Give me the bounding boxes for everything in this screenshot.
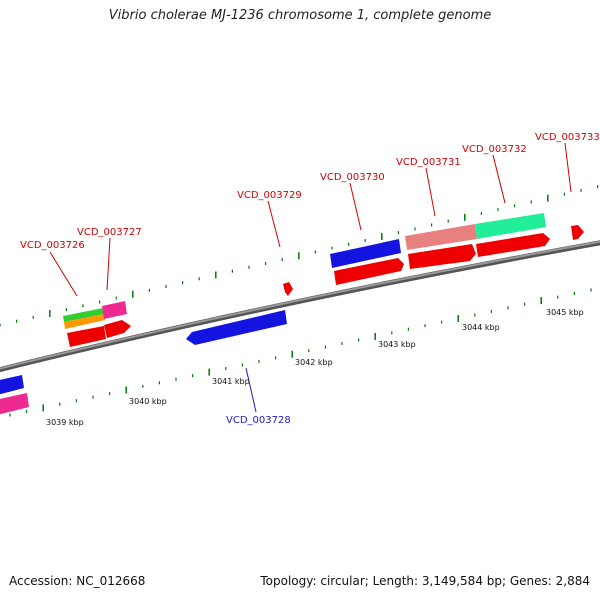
scale-label-3044: 3044 kbp	[462, 323, 500, 332]
scale-label-3045: 3045 kbp	[546, 308, 584, 317]
gene-feature-pink-left[interactable]	[0, 393, 29, 415]
gene-feature-orange[interactable]	[64, 314, 105, 329]
reverse-strand-ticks	[9, 288, 592, 417]
scale-label-3039: 3039 kbp	[46, 418, 84, 427]
gene-feature-mint[interactable]	[475, 213, 546, 239]
gene-feature-red-small-a[interactable]	[283, 282, 293, 296]
gene-feature-pink-a[interactable]	[102, 301, 127, 319]
genome-stats-text: Topology: circular; Length: 3,149,584 bp…	[260, 574, 590, 588]
accession-text: Accession: NC_012668	[9, 574, 146, 588]
gene-feature-red-a[interactable]	[67, 326, 106, 347]
genome-backbone	[0, 240, 600, 373]
scale-label-3041: 3041 kbp	[212, 377, 250, 386]
gene-label-vcd-003730[interactable]: VCD_003730	[320, 172, 385, 183]
scale-label-3043: 3043 kbp	[378, 340, 416, 349]
gene-feature-blue-left[interactable]	[0, 375, 24, 395]
gene-feature-red-003731[interactable]	[408, 244, 476, 269]
gene-labels: VCD_003726 VCD_003727 VCD_003728 VCD_003…	[20, 132, 600, 426]
gene-feature-red-003732[interactable]	[476, 233, 550, 257]
gene-feature-blue-003730[interactable]	[330, 239, 401, 268]
scale-labels: 3039 kbp 3040 kbp 3041 kbp 3042 kbp 3043…	[46, 308, 584, 427]
scale-label-3040: 3040 kbp	[129, 397, 167, 406]
gene-label-vcd-003727[interactable]: VCD_003727	[77, 227, 142, 238]
gene-label-vcd-003731[interactable]: VCD_003731	[396, 157, 461, 168]
gene-features	[0, 213, 584, 415]
gene-feature-green[interactable]	[63, 308, 104, 322]
scale-label-3042: 3042 kbp	[295, 358, 333, 367]
label-leader-lines	[49, 142, 572, 413]
gene-label-vcd-003729[interactable]: VCD_003729	[237, 190, 302, 201]
gene-feature-blue-003728[interactable]	[186, 310, 287, 345]
gene-label-vcd-003728[interactable]: VCD_003728	[226, 415, 291, 426]
gene-feature-red-003733[interactable]	[571, 225, 584, 240]
gene-label-vcd-003733[interactable]: VCD_003733	[535, 132, 600, 143]
gene-label-vcd-003726[interactable]: VCD_003726	[20, 240, 85, 251]
gene-feature-salmon[interactable]	[405, 224, 477, 250]
forward-strand-ticks	[0, 185, 599, 327]
gene-label-vcd-003732[interactable]: VCD_003732	[462, 144, 527, 155]
map-title: Vibrio cholerae MJ-1236 chromosome 1, co…	[108, 8, 492, 23]
gene-feature-red-003730[interactable]	[334, 258, 404, 285]
gene-feature-red-b[interactable]	[104, 320, 131, 338]
